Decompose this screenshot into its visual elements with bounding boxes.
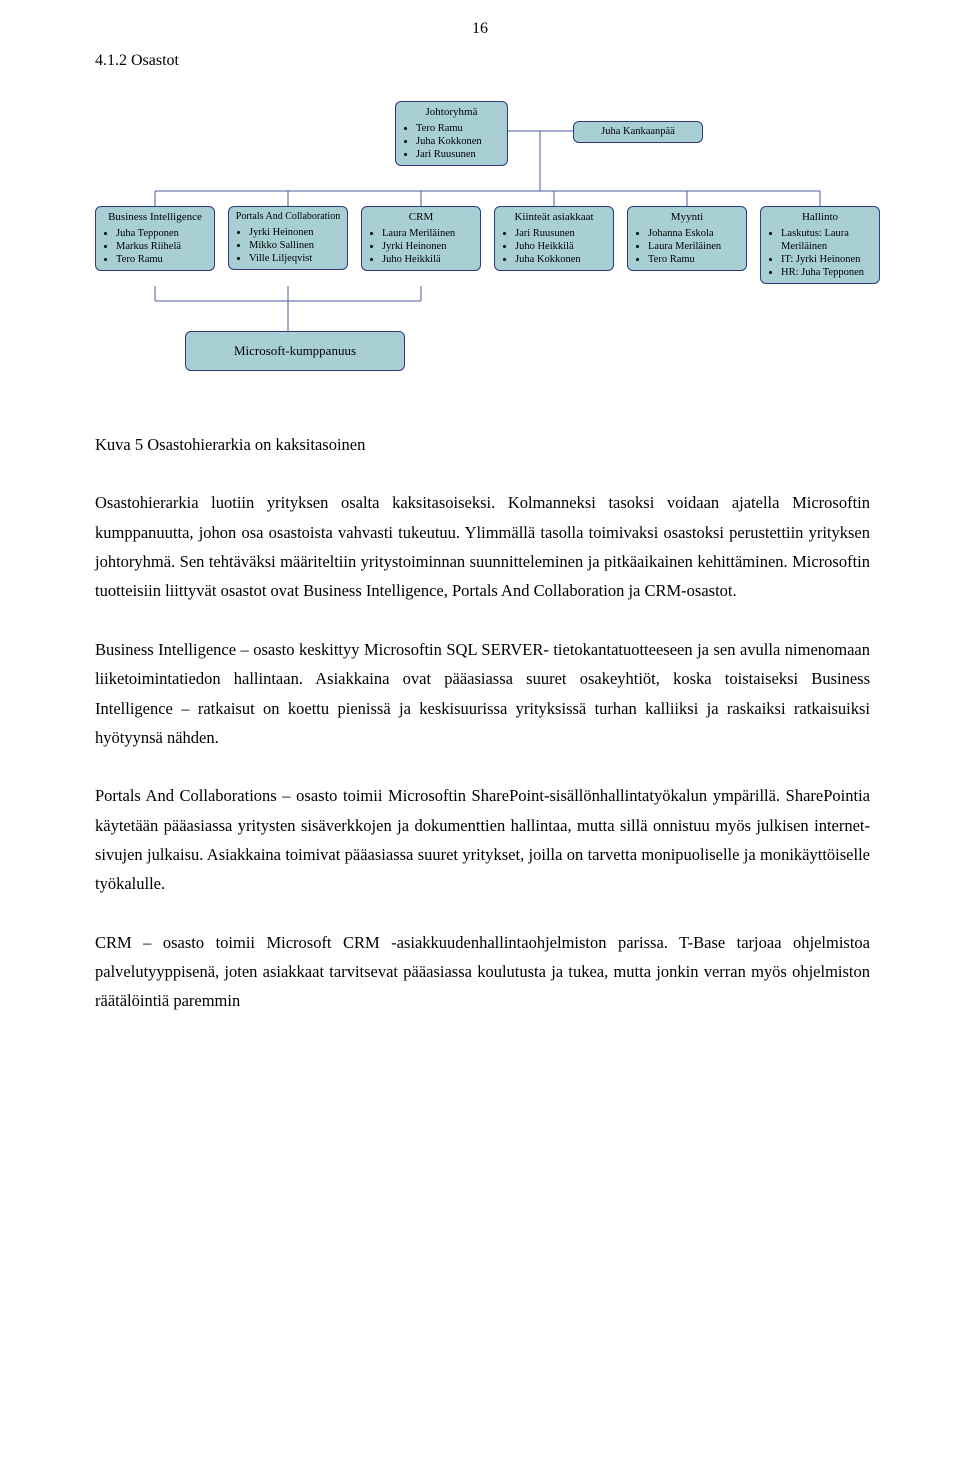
document-page: 16 4.1.2 Osastot [0,0,960,1484]
node-crm: CRM Laura Meriläinen Jyrki Heinonen Juho… [361,206,481,271]
paragraph: Portals And Collaborations – osasto toim… [95,781,870,898]
section-heading: 4.1.2 Osastot [95,52,179,70]
node-johtoryhma: Johtoryhmä Tero Ramu Juha Kokkonen Jari … [395,101,508,166]
figure-caption: Kuva 5 Osastohierarkia on kaksitasoinen [95,430,870,459]
node-portals: Portals And Collaboration Jyrki Heinonen… [228,206,348,270]
page-number: 16 [0,20,960,38]
paragraph: CRM – osasto toimii Microsoft CRM -asiak… [95,928,870,1016]
node-myynti: Myynti Johanna Eskola Laura Meriläinen T… [627,206,747,271]
node-bi: Business Intelligence Juha Tepponen Mark… [95,206,215,271]
paragraph: Business Intelligence – osasto keskittyy… [95,635,870,752]
node-items: Tero Ramu Juha Kokkonen Jari Ruusunen [402,122,501,161]
body-text: Kuva 5 Osastohierarkia on kaksitasoinen … [95,430,870,1016]
node-kiinteat: Kiinteät asiakkaat Jari Ruusunen Juho He… [494,206,614,271]
node-hallinto: Hallinto Laskutus: Laura Meriläinen IT: … [760,206,880,284]
node-kankaanpaa: Juha Kankaanpää [573,121,703,143]
node-partner: Microsoft-kumppanuus [185,331,405,371]
node-title: Johtoryhmä [402,106,501,120]
paragraph: Osastohierarkia luotiin yrityksen osalta… [95,488,870,605]
org-chart: Johtoryhmä Tero Ramu Juha Kokkonen Jari … [95,96,885,416]
